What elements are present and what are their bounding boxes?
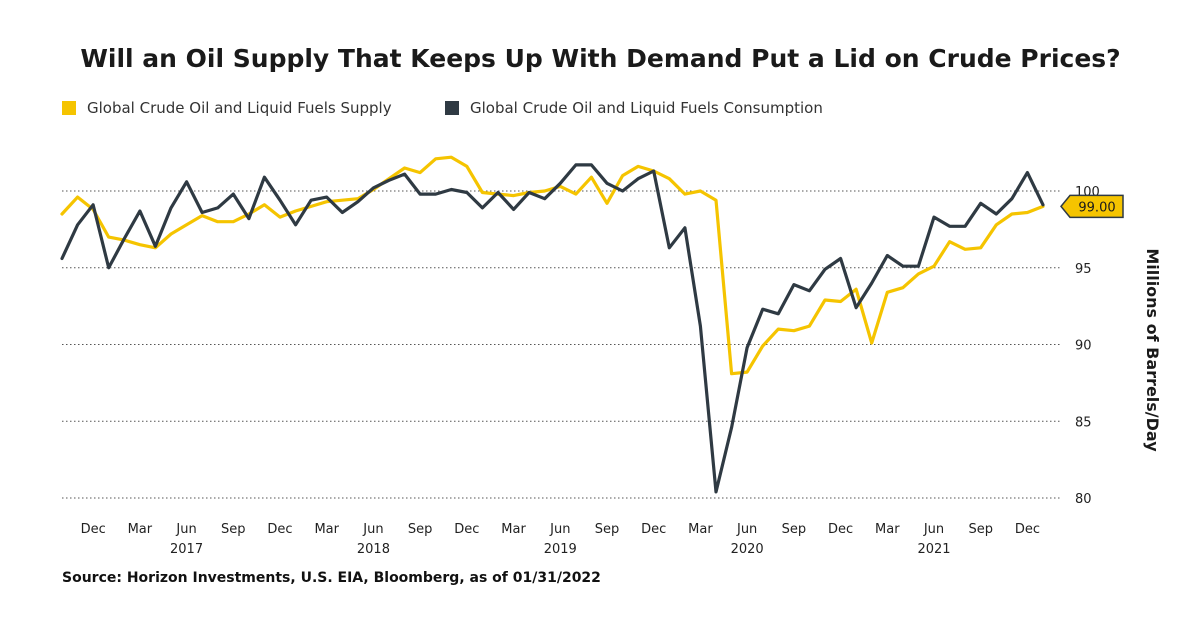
y-axis-title: Millions of Barrels/Day [1143,248,1162,452]
y-tick-label: 80 [1075,492,1092,507]
legend-item-supply: Global Crude Oil and Liquid Fuels Supply [62,99,392,117]
x-tick-label: Jun [175,522,196,537]
x-tick-label: Dec [81,522,106,537]
x-year-label: 2018 [357,542,390,557]
legend-item-consumption: Global Crude Oil and Liquid Fuels Consum… [445,99,823,117]
x-tick-label: Dec [1015,522,1040,537]
series-line-supply [60,155,1045,376]
x-year-label: 2019 [544,542,577,557]
chart-title: Will an Oil Supply That Keeps Up With De… [80,44,1121,73]
x-tick-label: Dec [828,522,853,537]
source-note: Source: Horizon Investments, U.S. EIA, B… [62,570,601,586]
x-tick-label: Sep [595,522,620,537]
x-tick-label: Dec [641,522,666,537]
end-value-label: 99.00 [1078,200,1115,215]
x-year-label: 2021 [917,542,950,557]
legend-swatch-consumption [445,101,459,115]
series-line-consumption [60,163,1045,494]
x-tick-label: Jun [549,522,570,537]
x-tick-label: Dec [267,522,292,537]
x-tick-label: Dec [454,522,479,537]
legend-swatch-supply [62,101,76,115]
legend-label-supply: Global Crude Oil and Liquid Fuels Supply [87,99,392,117]
x-tick-label: Sep [408,522,433,537]
x-tick-label: Sep [968,522,993,537]
x-tick-label: Jun [736,522,757,537]
legend-label-consumption: Global Crude Oil and Liquid Fuels Consum… [470,99,823,117]
x-year-label: 2020 [731,542,764,557]
x-year-label: 2017 [170,542,203,557]
end-value-badge [1060,194,1124,219]
x-tick-label: Jun [362,522,383,537]
x-tick-label: Sep [782,522,807,537]
x-tick-label: Mar [501,522,526,537]
x-tick-label: Mar [688,522,713,537]
x-tick-label: Sep [221,522,246,537]
y-tick-label: 90 [1075,339,1092,354]
y-tick-label: 95 [1075,262,1092,277]
x-tick-label: Jun [923,522,944,537]
x-tick-label: Mar [875,522,900,537]
x-tick-label: Mar [314,522,339,537]
y-tick-label: 85 [1075,415,1092,430]
x-tick-label: Mar [128,522,153,537]
